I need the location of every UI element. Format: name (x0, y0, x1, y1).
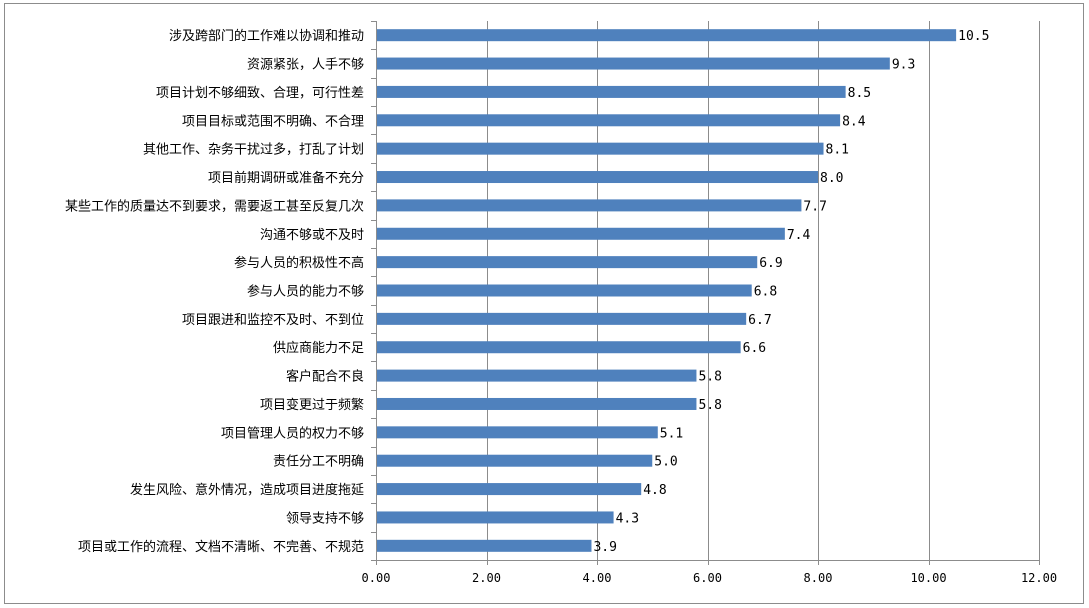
bar (377, 85, 846, 98)
chart-frame (4, 3, 1084, 604)
category-label: 项目或工作的流程、文档不清晰、不完善、不规范 (78, 539, 364, 555)
category-label: 项目跟进和监控不及时、不到位 (182, 313, 364, 328)
bar (377, 454, 653, 467)
bar (377, 341, 741, 354)
data-label: 5.1 (660, 426, 683, 441)
category-label: 参与人员的积极性不高 (234, 255, 364, 271)
category-label: 客户配合不良 (286, 369, 364, 385)
data-label: 5.0 (654, 455, 677, 470)
data-label: 8.1 (826, 143, 849, 158)
data-label: 6.7 (748, 313, 771, 328)
data-label: 7.4 (787, 228, 811, 243)
bar (377, 227, 785, 240)
x-tick-label: 8.00 (804, 571, 833, 585)
category-label: 责任分工不明确 (273, 455, 364, 470)
bar (377, 426, 658, 439)
x-tick-label: 10.00 (910, 571, 946, 585)
category-label: 参与人员的能力不够 (247, 284, 364, 300)
bar (377, 57, 890, 70)
data-label: 6.8 (754, 285, 777, 300)
data-label: 5.8 (698, 370, 721, 385)
category-label: 项目变更过于频繁 (260, 397, 364, 413)
data-label: 8.4 (842, 114, 866, 129)
data-label: 6.6 (743, 341, 766, 356)
data-label: 3.9 (593, 540, 616, 555)
bar (377, 312, 747, 325)
bar (377, 284, 752, 297)
bar (377, 256, 758, 269)
category-label: 项目目标或范围不明确、不合理 (182, 114, 364, 129)
x-tick-label: 4.00 (583, 571, 612, 585)
x-tick-label: 6.00 (693, 571, 722, 585)
bar (377, 171, 818, 184)
category-label: 项目前期调研或准备不充分 (208, 170, 364, 186)
bar (377, 114, 841, 127)
x-tick-label: 2.00 (472, 571, 501, 585)
category-label: 资源紧张，人手不够 (247, 58, 364, 73)
category-label: 某些工作的质量达不到要求，需要返工甚至反复几次 (65, 198, 364, 214)
category-label: 发生风险、意外情况，造成项目进度拖延 (130, 482, 364, 498)
bar (377, 142, 824, 155)
bar (377, 483, 642, 496)
category-label: 沟通不够或不及时 (260, 228, 364, 243)
category-label: 涉及跨部门的工作难以协调和推动 (169, 28, 364, 44)
data-label: 10.5 (958, 29, 989, 44)
bar (377, 29, 957, 42)
bar (377, 539, 592, 552)
data-label: 7.7 (803, 199, 826, 214)
bar (377, 397, 697, 410)
data-label: 4.3 (616, 511, 639, 526)
data-label: 5.8 (698, 398, 721, 413)
x-tick-label: 0.00 (362, 571, 391, 585)
category-label: 其他工作、杂务干扰过多，打乱了计划 (143, 142, 364, 158)
bar (377, 199, 802, 212)
data-label: 9.3 (892, 58, 915, 73)
bar (377, 369, 697, 382)
data-label: 6.9 (759, 256, 782, 271)
category-label: 项目管理人员的权力不够 (221, 425, 364, 441)
category-label: 项目计划不够细致、合理，可行性差 (156, 86, 364, 101)
data-label: 4.8 (643, 483, 666, 498)
category-label: 供应商能力不足 (273, 340, 364, 356)
category-label: 领导支持不够 (286, 511, 364, 526)
data-label: 8.5 (848, 86, 871, 101)
x-tick-label: 12.00 (1021, 571, 1057, 585)
data-label: 8.0 (820, 171, 843, 186)
bar (377, 511, 614, 524)
